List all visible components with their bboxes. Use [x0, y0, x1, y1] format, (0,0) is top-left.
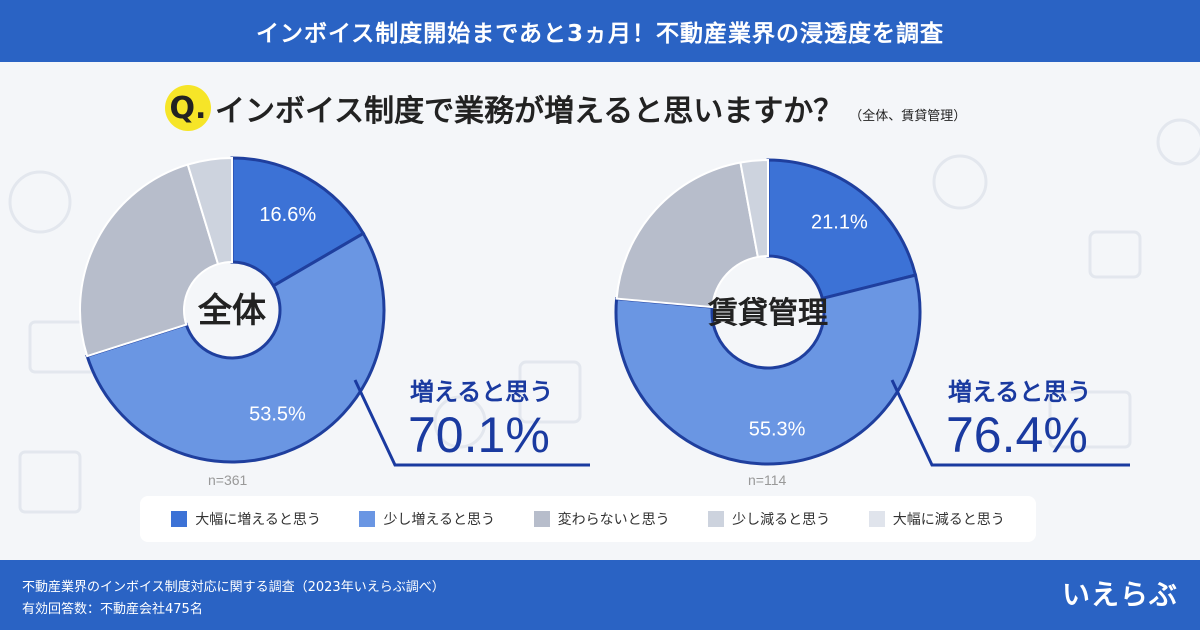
pie-slice: [186, 156, 233, 266]
pie-slice: [85, 231, 386, 464]
chart-center-label: 全体: [197, 291, 266, 331]
legend-swatch: [171, 511, 188, 527]
header-banner: インボイス制度開始まであと3ヵ月！不動産業界の浸透度を調査: [0, 0, 1200, 62]
slice-label: 55.3%: [749, 419, 806, 441]
pie-slice: [739, 158, 769, 259]
legend-item: 変わらないと思う: [533, 509, 670, 529]
pie-slice: [79, 163, 220, 358]
legend-item: 少し増えると思う: [359, 509, 495, 529]
legend-label: 少し減ると思う: [732, 512, 831, 528]
question-mark-badge: Q.: [165, 85, 211, 131]
slice-label: 53.5%: [249, 403, 306, 425]
header-title: インボイス制度開始まであと3ヵ月！不動産業界の浸透度を調査: [255, 21, 945, 47]
question-subtext: （全体、賃貸管理）: [849, 108, 967, 124]
sample-size-label: n=114: [748, 472, 786, 488]
legend-swatch: [868, 511, 885, 527]
chart-center-label: 賃貸管理: [707, 296, 828, 331]
background-decoration: [8, 118, 1200, 514]
pie-slice: [615, 161, 760, 309]
legend-swatch: [359, 511, 376, 527]
summary-value: 70.1%: [408, 407, 550, 463]
legend-item: 大幅に減ると思う: [868, 509, 1005, 529]
legend-swatch: [533, 511, 550, 527]
footer-banner: 不動産業界のインボイス制度対応に関する調査（2023年いえらぶ調べ） 有効回答数…: [0, 560, 1200, 630]
donut-charts: 16.6%53.5%全体n=361増えると思う70.1%21.1%55.3%賃貸…: [79, 156, 1130, 488]
legend-swatch: [708, 511, 725, 527]
summary-label: 増えると思う: [948, 378, 1091, 406]
brand-logo: いえらぶ: [1061, 578, 1178, 611]
footer-source-text: 不動産業界のインボイス制度対応に関する調査（2023年いえらぶ調べ）: [22, 580, 445, 595]
legend-item: 少し減ると思う: [708, 509, 830, 529]
slice-label: 16.6%: [259, 204, 316, 226]
callout-line: [890, 379, 1130, 467]
callout-line: [353, 379, 590, 467]
summary-label: 増えると思う: [410, 378, 553, 406]
chart-legend: 大幅に増えると思う 少し増えると思う 変わらないと思う 少し減ると思う 大幅に減ると思う: [140, 496, 1036, 542]
legend-label: 大幅に減ると思う: [892, 512, 1005, 528]
question-text: インボイス制度で業務が増えると思いますか？: [215, 94, 844, 129]
legend-item: 大幅に増えると思う: [171, 509, 321, 529]
summary-value: 76.4%: [946, 407, 1088, 463]
footer-respondents-text: 有効回答数：不動産会社475名: [22, 602, 203, 617]
legend-label: 変わらないと思う: [557, 512, 670, 528]
slice-label: 21.1%: [811, 212, 868, 234]
pie-slice: [230, 156, 366, 288]
question-heading: Q. インボイス制度で業務が増えると思いますか？ （全体、賃貸管理）: [165, 80, 966, 136]
sample-size-label: n=361: [208, 472, 248, 488]
legend-label: 大幅に増えると思う: [195, 512, 321, 528]
pie-slice: [614, 273, 922, 466]
pie-slice: [766, 158, 918, 301]
legend-label: 少し増えると思う: [383, 512, 496, 528]
